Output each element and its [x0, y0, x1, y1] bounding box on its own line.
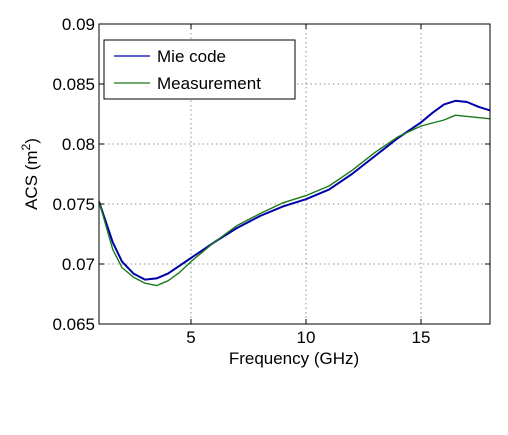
x-axis-label: Frequency (GHz)	[229, 349, 359, 368]
y-tick-labels: 0.065 0.07 0.075 0.08 0.085 0.09	[52, 15, 95, 334]
series-line-mie-code	[98, 99, 491, 281]
y-axis-label: ACS (m2)	[19, 138, 41, 210]
y-tick-label: 0.075	[52, 195, 95, 214]
x-tick-label: 5	[186, 328, 195, 347]
series-lines	[98, 99, 491, 287]
y-tick-label: 0.065	[52, 315, 95, 334]
y-axis-label-main: ACS (m	[22, 150, 41, 210]
legend-label-measurement: Measurement	[157, 74, 261, 93]
legend: Mie code Measurement	[103, 39, 296, 100]
x-tick-label: 15	[412, 328, 431, 347]
plot-frame	[98, 23, 491, 325]
legend-box	[103, 39, 296, 100]
y-tick-label: 0.09	[62, 15, 95, 34]
y-axis-label-close: )	[22, 138, 41, 144]
legend-label-mie-code: Mie code	[157, 47, 226, 66]
x-tick-label: 10	[297, 328, 316, 347]
x-tick-labels: 5 10 15	[186, 328, 430, 347]
y-axis-label-superscript: 2	[19, 143, 33, 150]
series-line-measurement	[98, 114, 491, 287]
axis-ticks	[99, 23, 490, 325]
y-tick-label: 0.07	[62, 255, 95, 274]
y-tick-label: 0.085	[52, 75, 95, 94]
y-tick-label: 0.08	[62, 135, 95, 154]
